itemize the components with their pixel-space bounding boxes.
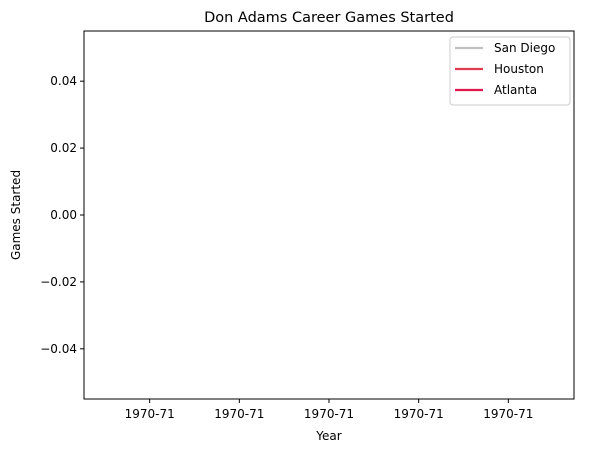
legend-label: Houston xyxy=(494,62,544,76)
x-tick-label: 1970-71 xyxy=(214,407,264,421)
chart-title: Don Adams Career Games Started xyxy=(204,10,454,26)
y-tick-label: 0.02 xyxy=(50,141,77,155)
x-tick-label: 1970-71 xyxy=(483,407,533,421)
x-axis-ticks: 1970-71 1970-71 1970-71 1970-71 1970-71 xyxy=(125,399,533,421)
x-tick-label: 1970-71 xyxy=(304,407,354,421)
legend-entries: San Diego Houston Atlanta xyxy=(455,41,555,97)
y-tick-label: −0.02 xyxy=(40,275,77,289)
y-axis-ticks: 0.04 0.02 0.00 −0.02 −0.04 xyxy=(40,74,84,356)
legend-frame xyxy=(449,36,571,106)
y-tick-label: 0.04 xyxy=(50,74,77,88)
legend: San Diego Houston Atlanta xyxy=(449,36,571,106)
x-axis-label: Year xyxy=(315,429,341,443)
y-axis-label: Games Started xyxy=(9,170,23,260)
x-tick-label: 1970-71 xyxy=(394,407,444,421)
legend-label: Atlanta xyxy=(494,83,537,97)
x-tick-label: 1970-71 xyxy=(125,407,175,421)
legend-label: San Diego xyxy=(494,41,555,55)
y-tick-label: −0.04 xyxy=(40,342,77,356)
y-tick-label: 0.00 xyxy=(50,208,77,222)
